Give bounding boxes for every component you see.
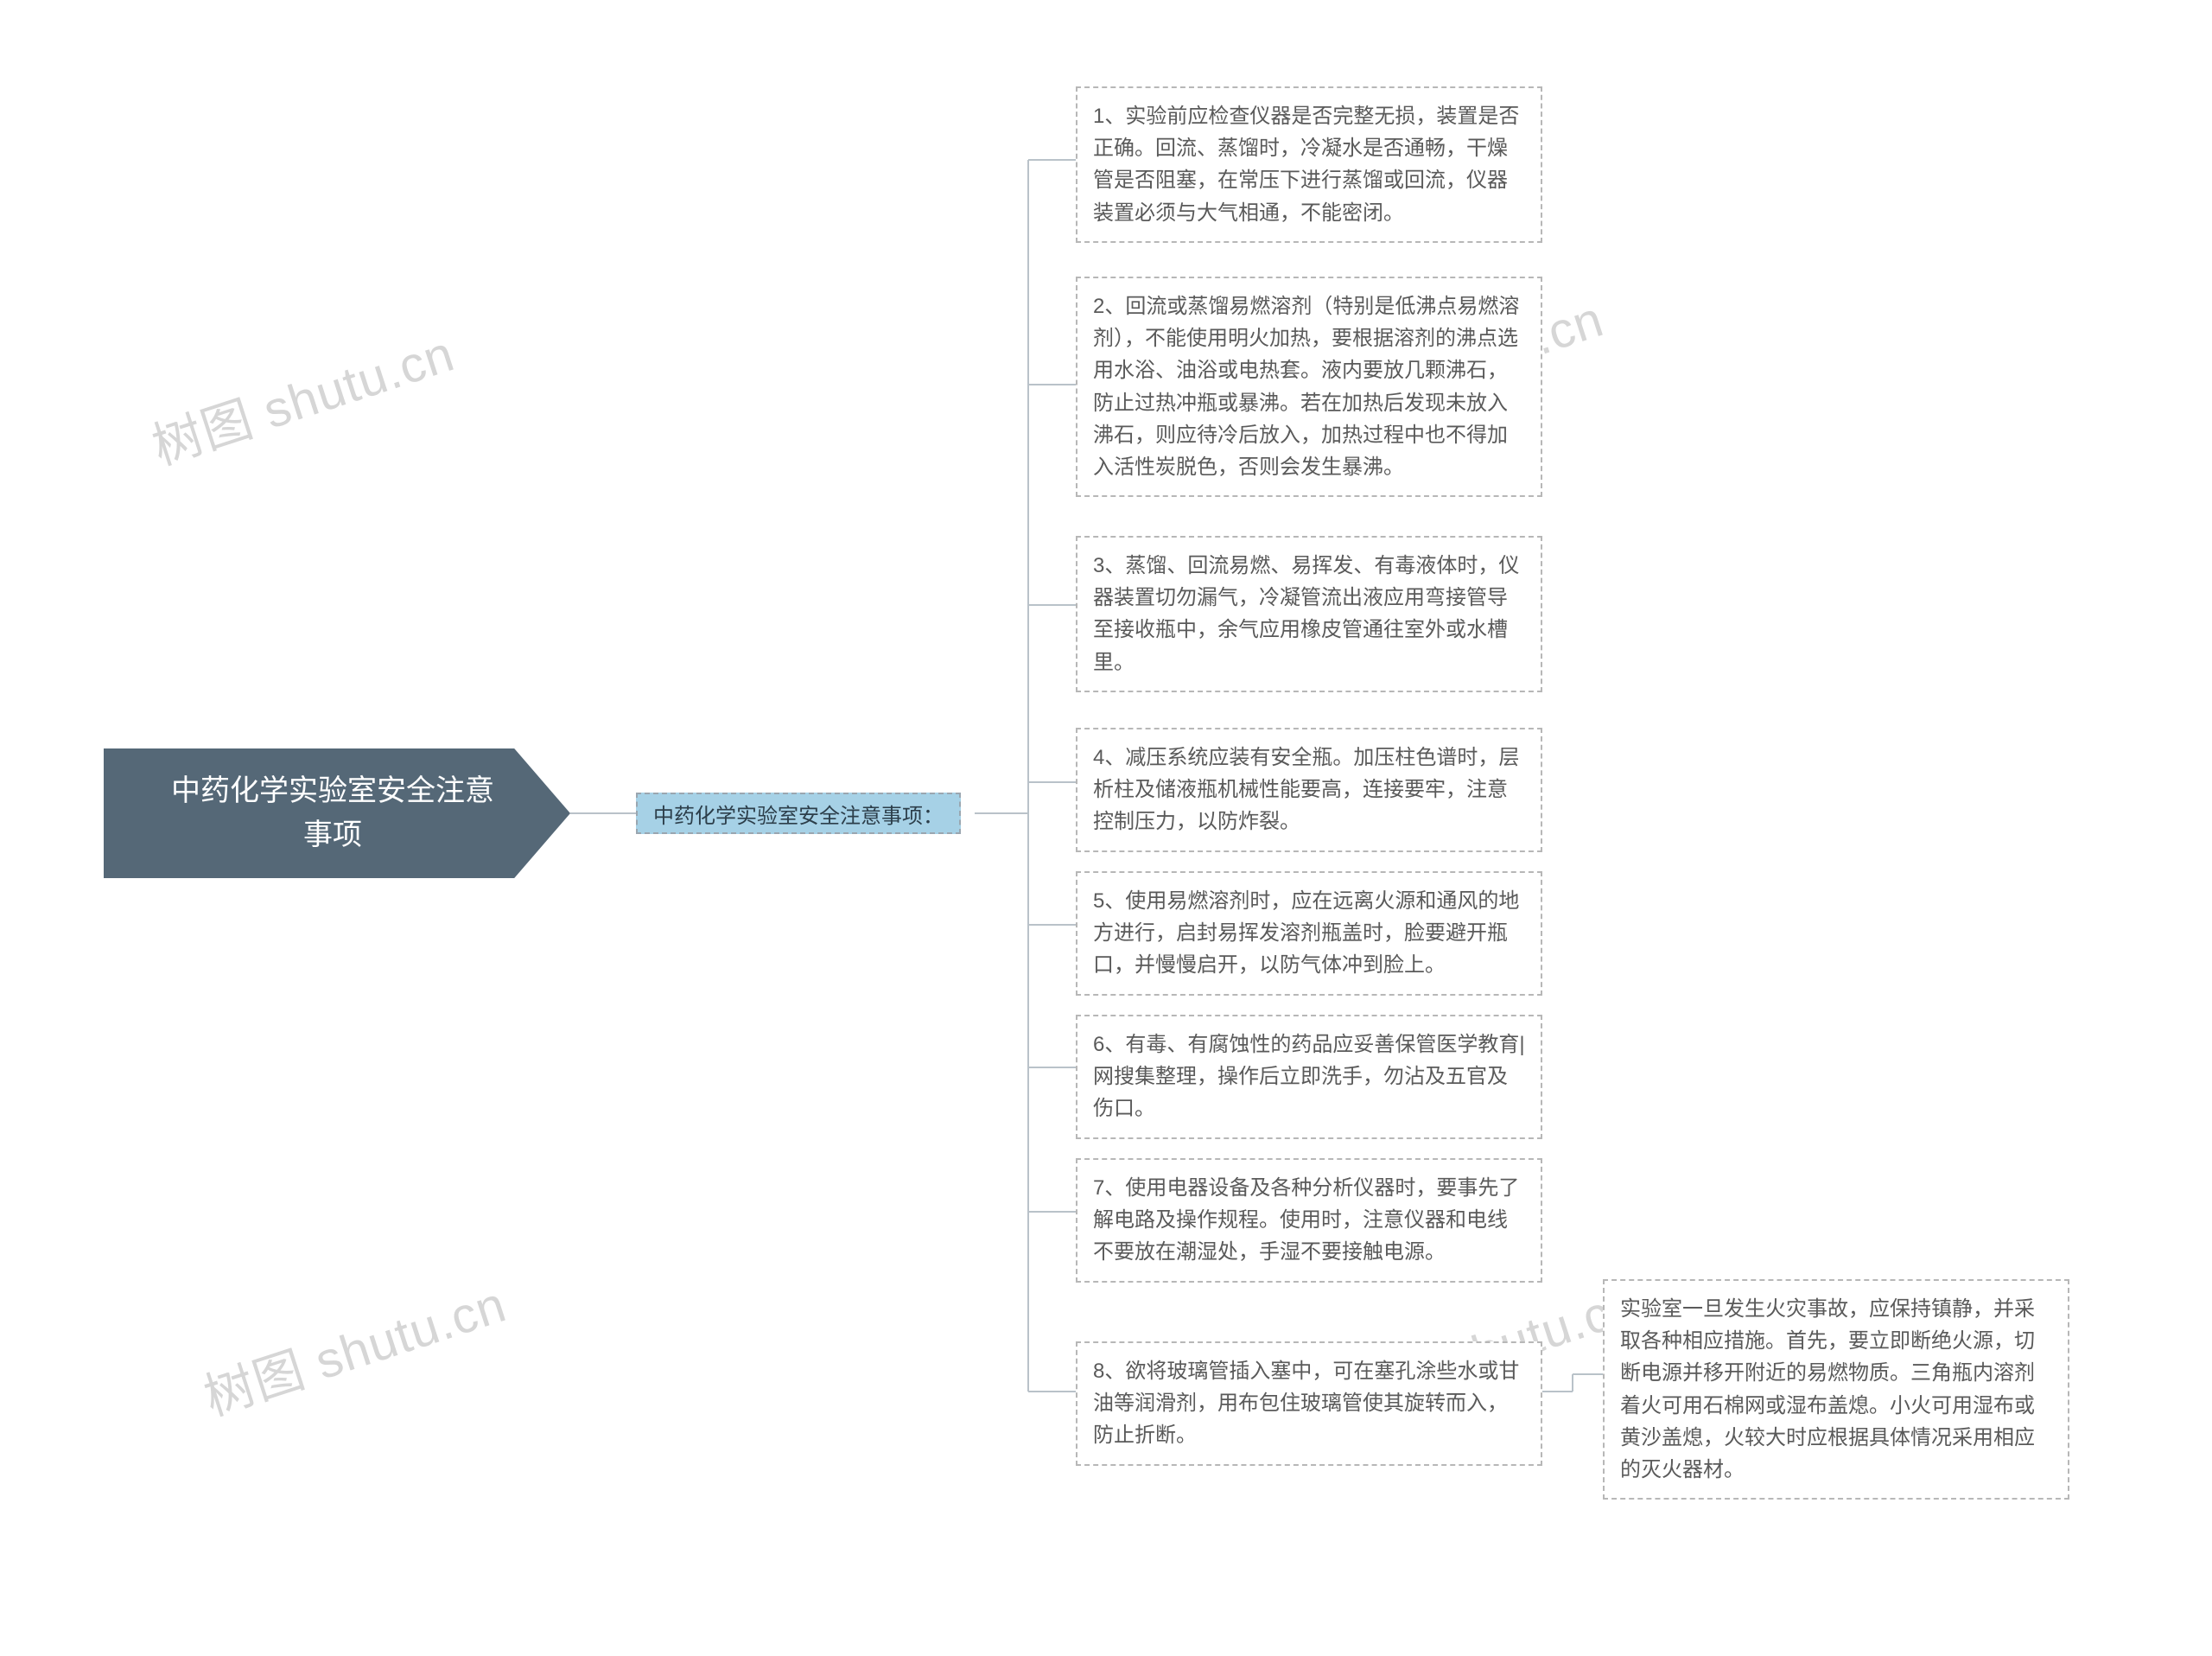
leaf-text: 2、回流或蒸馏易燃溶剂（特别是低沸点易燃溶剂），不能使用明火加热，要根据溶剂的沸… (1093, 295, 1519, 479)
watermark: 树图 shutu.cn (194, 1264, 514, 1430)
leaf-text: 3、蒸馏、回流易燃、易挥发、有毒液体时，仪器装置切勿漏气，冷凝管流出液应用弯接管… (1093, 554, 1519, 674)
leaf-node-1[interactable]: 1、实验前应检查仪器是否完整无损，装置是否正确。回流、蒸馏时，冷凝水是否通畅，干… (1076, 86, 1542, 243)
mindmap-canvas: 树图 shutu.cn 树图 shutu.cn 树图 shutu.cn 树图 s… (0, 0, 2212, 1656)
leaf-node-4[interactable]: 4、减压系统应装有安全瓶。加压柱色谱时，层析柱及储液瓶机械性能要高，连接要牢，注… (1076, 728, 1542, 852)
leaf-text: 1、实验前应检查仪器是否完整无损，装置是否正确。回流、蒸馏时，冷凝水是否通畅，干… (1093, 105, 1519, 225)
leaf-text: 5、使用易燃溶剂时，应在远离火源和通风的地方进行，启封易挥发溶剂瓶盖时，脸要避开… (1093, 889, 1519, 977)
leaf-node-2[interactable]: 2、回流或蒸馏易燃溶剂（特别是低沸点易燃溶剂），不能使用明火加热，要根据溶剂的沸… (1076, 277, 1542, 497)
root-node[interactable]: 中药化学实验室安全注意事项 (104, 748, 570, 878)
leaf-node-8-sub[interactable]: 实验室一旦发生火灾事故，应保持镇静，并采取各种相应措施。首先，要立即断绝火源，切… (1603, 1279, 2069, 1500)
watermark: 树图 shutu.cn (142, 313, 462, 479)
leaf-text: 实验室一旦发生火灾事故，应保持镇静，并采取各种相应措施。首先，要立即断绝火源，切… (1620, 1297, 2035, 1481)
leaf-text: 6、有毒、有腐蚀性的药品应妥善保管医学教育|网搜集整理，操作后立即洗手，勿沾及五… (1093, 1033, 1525, 1120)
leaf-node-6[interactable]: 6、有毒、有腐蚀性的药品应妥善保管医学教育|网搜集整理，操作后立即洗手，勿沾及五… (1076, 1015, 1542, 1139)
root-node-text: 中药化学实验室安全注意事项 (171, 769, 494, 857)
leaf-node-3[interactable]: 3、蒸馏、回流易燃、易挥发、有毒液体时，仪器装置切勿漏气，冷凝管流出液应用弯接管… (1076, 536, 1542, 692)
level2-node[interactable]: 中药化学实验室安全注意事项： (636, 793, 961, 834)
leaf-node-7[interactable]: 7、使用电器设备及各种分析仪器时，要事先了解电路及操作规程。使用时，注意仪器和电… (1076, 1158, 1542, 1283)
leaf-node-8[interactable]: 8、欲将玻璃管插入塞中，可在塞孔涂些水或甘油等润滑剂，用布包住玻璃管使其旋转而入… (1076, 1341, 1542, 1466)
leaf-text: 4、减压系统应装有安全瓶。加压柱色谱时，层析柱及储液瓶机械性能要高，连接要牢，注… (1093, 746, 1519, 833)
leaf-node-5[interactable]: 5、使用易燃溶剂时，应在远离火源和通风的地方进行，启封易挥发溶剂瓶盖时，脸要避开… (1076, 871, 1542, 996)
leaf-text: 8、欲将玻璃管插入塞中，可在塞孔涂些水或甘油等润滑剂，用布包住玻璃管使其旋转而入… (1093, 1360, 1519, 1447)
level2-node-text: 中药化学实验室安全注意事项： (653, 799, 944, 829)
leaf-text: 7、使用电器设备及各种分析仪器时，要事先了解电路及操作规程。使用时，注意仪器和电… (1093, 1176, 1519, 1264)
